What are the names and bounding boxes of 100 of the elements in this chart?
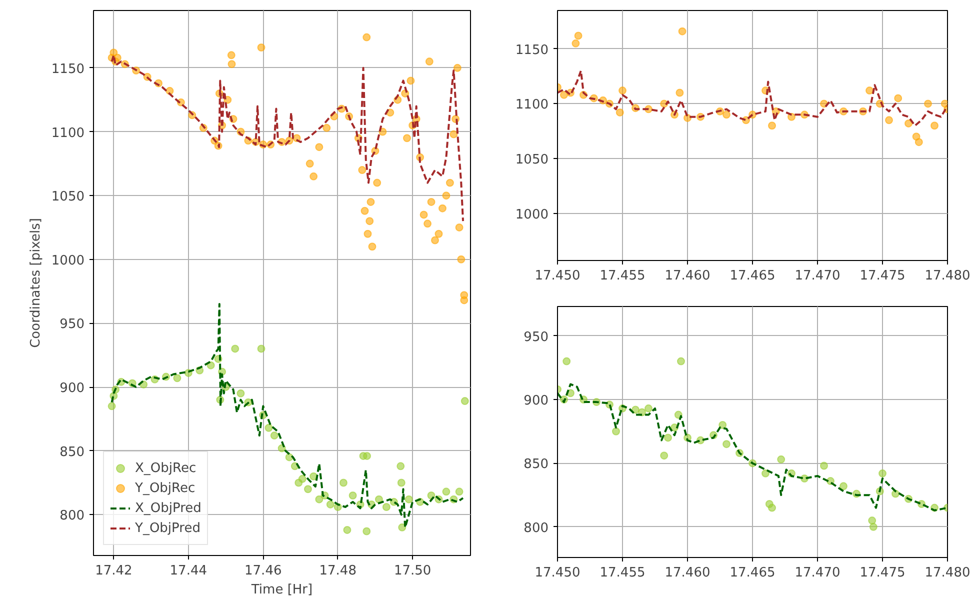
point — [914, 138, 923, 146]
legend-label: X_ObjPred — [135, 500, 202, 516]
x-tick-label: 17.455 — [600, 268, 646, 284]
point — [231, 344, 240, 353]
point — [574, 32, 582, 40]
x-tick-label: 17.475 — [860, 566, 906, 580]
x-tick-label: 17.50 — [394, 564, 432, 578]
point — [173, 374, 182, 382]
point — [722, 110, 730, 119]
point — [326, 500, 334, 508]
point — [298, 474, 306, 483]
point — [866, 86, 874, 95]
point — [396, 462, 405, 470]
legend-label: X_ObjRec — [135, 460, 196, 476]
point — [930, 122, 938, 130]
point — [660, 452, 668, 460]
point — [374, 495, 383, 504]
point — [904, 119, 912, 128]
point — [363, 452, 371, 460]
legend-label: Y_ObjRec — [135, 480, 196, 496]
y-tick-label: 1000 — [515, 207, 549, 222]
y-tick-label: 950 — [60, 317, 85, 332]
y-tick-label: 1100 — [51, 126, 85, 141]
point — [777, 455, 786, 464]
point — [677, 357, 685, 366]
point — [264, 424, 273, 432]
y-tick-label: 1150 — [515, 42, 549, 58]
x-tick-label: 17.460 — [664, 268, 710, 284]
x-tick-label: 17.475 — [860, 268, 906, 284]
y-tick-label: 800 — [524, 520, 549, 536]
point — [868, 516, 876, 525]
point — [108, 402, 116, 410]
point — [768, 504, 776, 512]
x-tick-label: 17.455 — [600, 566, 646, 580]
x-tick-label: 17.465 — [730, 566, 776, 580]
point — [560, 90, 568, 99]
y-tick-label: 850 — [60, 444, 85, 460]
point — [397, 478, 406, 487]
point — [572, 39, 580, 48]
x-tick-label: 17.44 — [170, 564, 208, 578]
point — [339, 478, 348, 487]
point — [762, 469, 770, 478]
y-tick-label: 900 — [524, 394, 549, 409]
point — [840, 482, 848, 490]
x-tick-label: 17.450 — [534, 268, 580, 284]
point — [644, 404, 652, 412]
x-tick-label: 17.480 — [924, 566, 970, 580]
y-tick-label: 1000 — [51, 253, 85, 268]
y-tick-label: 1050 — [515, 152, 549, 168]
line-series — [558, 70, 948, 127]
point — [612, 427, 620, 436]
point — [257, 344, 266, 353]
point — [676, 88, 684, 97]
x-tick-label: 17.470 — [794, 566, 840, 580]
point — [618, 86, 626, 95]
legend-label: Y_ObjPred — [135, 520, 200, 536]
point — [562, 357, 571, 366]
y-tick-label: 1050 — [51, 190, 85, 205]
point — [940, 100, 948, 108]
point — [455, 488, 464, 496]
y-tick-label: 900 — [60, 381, 85, 396]
x-axis-title: Time [Hr] — [250, 582, 313, 598]
point — [924, 100, 932, 108]
x-tick-label: 17.465 — [730, 268, 776, 284]
x-tick-label: 17.48 — [319, 564, 356, 578]
y-tick-label: 800 — [60, 508, 85, 524]
point — [885, 116, 893, 124]
point — [315, 495, 324, 504]
x-tick-label: 17.450 — [534, 566, 580, 580]
x-tick-label: 17.470 — [794, 268, 840, 284]
point — [236, 389, 245, 398]
point — [442, 488, 450, 496]
y-axis-title: Coordinates [pixels] — [28, 218, 44, 348]
point — [869, 522, 878, 531]
point — [820, 462, 828, 470]
point — [348, 492, 357, 500]
point — [270, 432, 278, 440]
y-tick-label: 950 — [524, 330, 549, 345]
x-tick-label: 17.42 — [95, 564, 132, 578]
x-tick-label: 17.460 — [664, 566, 710, 580]
point — [404, 495, 413, 504]
point — [678, 27, 686, 36]
point — [616, 108, 624, 116]
point — [718, 421, 727, 429]
y-tick-label: 850 — [524, 457, 549, 472]
point — [894, 94, 902, 102]
point — [722, 440, 730, 448]
point — [382, 503, 390, 511]
point — [304, 485, 312, 494]
point — [343, 526, 352, 534]
point — [878, 469, 886, 478]
x-tick-label: 17.480 — [924, 268, 970, 284]
point — [460, 397, 469, 406]
point — [362, 527, 371, 536]
point — [664, 434, 672, 442]
y-tick-label: 1150 — [51, 62, 85, 77]
x-tick-label: 17.46 — [244, 564, 282, 578]
y-tick-label: 1100 — [515, 98, 549, 113]
point — [768, 122, 776, 130]
point — [398, 523, 406, 532]
